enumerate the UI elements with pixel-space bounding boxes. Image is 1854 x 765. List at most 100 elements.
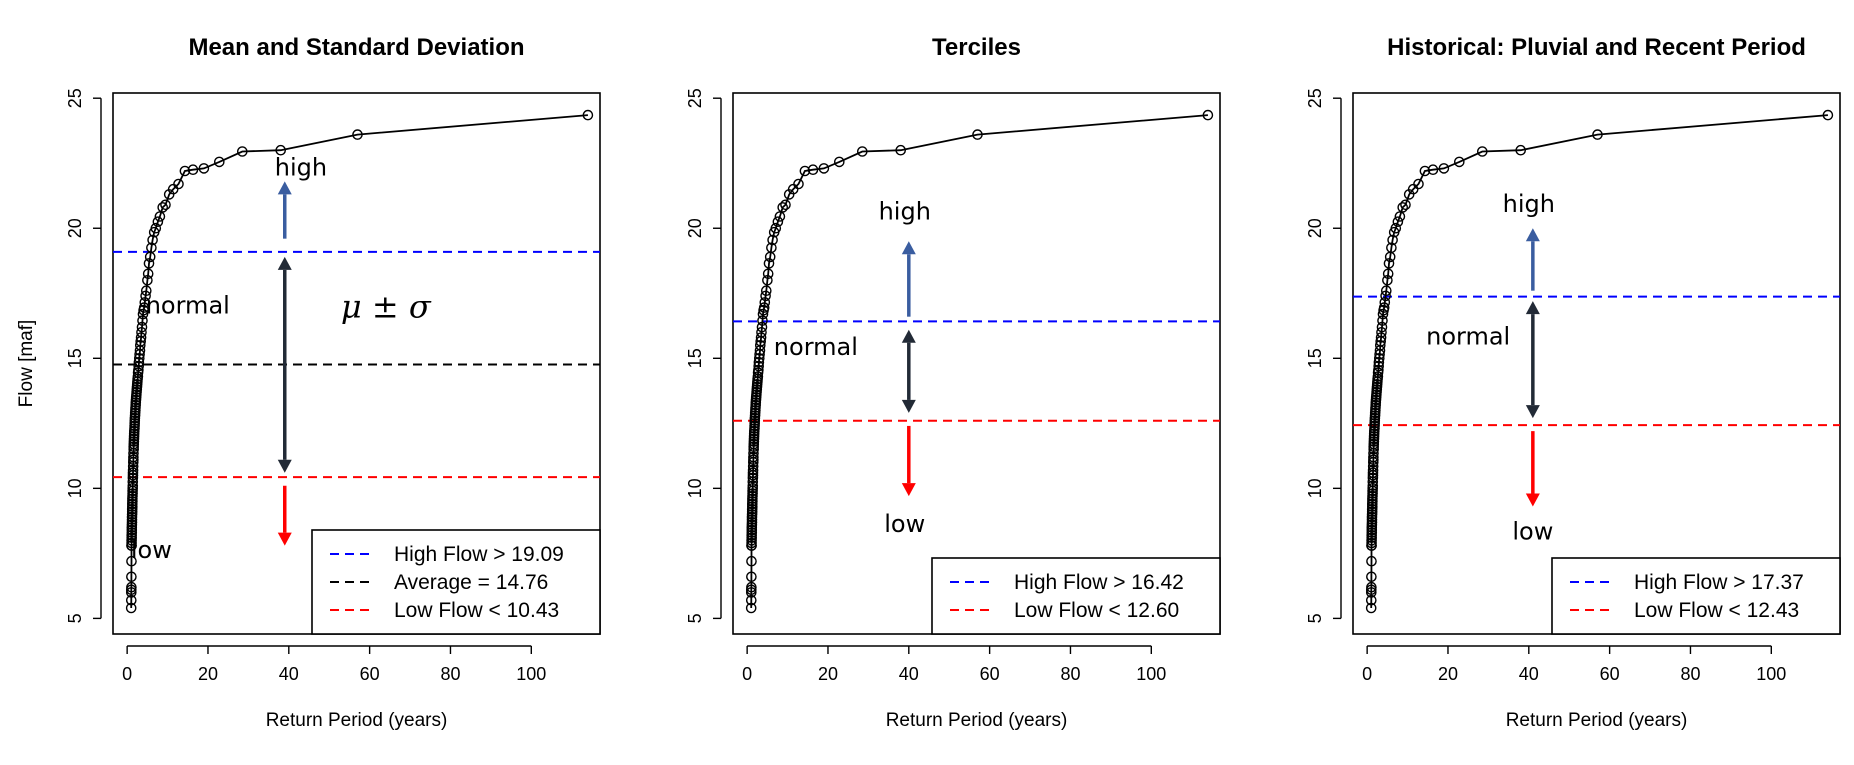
y-tick-label: 5 [1305,613,1325,623]
annotation-low: low [884,510,925,538]
flow-point [758,304,769,316]
legend-label-0: High Flow > 16.42 [1014,571,1184,594]
flow-point [747,472,759,484]
flow-point [128,443,139,455]
flow-point [1376,321,1388,333]
y-tick-label: 20 [1305,218,1325,238]
x-tick-label: 0 [742,664,752,684]
flow-series-line [750,114,1208,609]
flow-point [754,349,765,360]
x-tick-label: 20 [198,664,218,684]
chart-panel-1: Mean and Standard Deviation 0 20 40 60 80 100 R… [16,34,601,731]
flow-point [1367,472,1379,484]
flow-point [1403,189,1415,200]
flow-point [753,356,765,368]
y-tick-label: 25 [65,88,85,108]
arrow-head [1525,228,1540,242]
x-axis-label: Return Period (years) [266,710,448,731]
flow-point [126,587,137,598]
flow-point [757,315,768,326]
flow-point [1380,290,1391,302]
flow-point [1379,297,1391,308]
legend: High Flow > 19.09 Average = 14.76 Low Flow… [311,529,601,635]
flow-point [777,202,789,213]
flow-point [1366,555,1377,567]
flow-point [761,285,772,297]
flow-point [133,360,144,372]
flow-point [1378,304,1389,316]
flow-point [133,356,145,368]
flow-point [1374,345,1386,356]
y-tick-label: 5 [65,613,85,623]
flow-point [1374,349,1385,360]
y-tick-label: 25 [685,88,705,108]
flow-point [136,321,148,333]
y-tick-label: 15 [65,348,85,368]
arrow-head [1525,493,1540,507]
arrow-head [277,181,292,195]
formula-label: μ ± σ [341,287,432,325]
arrow-head [277,532,292,546]
legend: High Flow > 16.42 Low Flow < 12.60 [931,557,1221,635]
flow-point [152,216,164,227]
flow-point [126,555,137,567]
flow-point [780,199,791,211]
flow-point [140,290,151,302]
flow-point [1419,165,1431,177]
flow-point [1383,258,1395,269]
flow-point [147,234,158,246]
flow-point [140,285,152,297]
annotation-high: high [879,198,931,226]
flow-point [774,211,786,222]
legend-box [1551,557,1841,635]
chart-panel-2: Terciles 0 20 40 60 80 100 Return Period (years… [685,34,1221,731]
arrow-head [1525,301,1540,315]
annotation-high: high [275,153,327,181]
flow-point [1400,199,1411,211]
flow-point [138,304,149,316]
flow-point [1392,216,1404,227]
y-tick-label: 10 [65,478,85,498]
flow-point [1394,211,1406,222]
arrow-head [901,399,916,413]
flow-point [1375,332,1387,343]
flow-point [767,234,778,246]
flow-point [807,164,819,175]
flow-point [746,587,757,598]
x-tick-label: 80 [1060,664,1080,684]
flow-point [144,251,156,263]
flow-point [759,297,771,308]
flow-point [163,189,175,200]
flow-point [1366,540,1377,551]
y-tick-label: 20 [685,218,705,238]
flow-point [125,602,137,614]
flow-point [972,129,983,140]
x-tick-label: 40 [279,664,299,684]
flow-point [127,456,139,468]
x-tick-label: 100 [1756,664,1786,684]
x-tick-label: 40 [1519,664,1539,684]
flow-point [137,315,148,326]
flow-point [753,360,765,372]
annotation-low: low [1512,518,1553,546]
flow-point [275,144,287,156]
flow-point [746,540,757,551]
flow-point [127,472,139,484]
x-tick-label: 100 [1136,664,1166,684]
arrow-head [901,241,916,255]
flow-point [762,274,773,286]
y-tick-label: 25 [1305,88,1325,108]
flow-point [1592,129,1603,140]
flow-point [768,226,780,238]
legend-label-0: High Flow > 17.37 [1634,571,1804,594]
chart-panel-3: Historical: Pluvial and Recent Period 0 20… [1305,34,1841,731]
flow-point [126,594,137,606]
y-tick-label: 20 [65,218,85,238]
flow-point [142,268,154,280]
x-tick-label: 40 [899,664,919,684]
flow-point [772,216,784,227]
flow-point [1366,587,1377,598]
annotation-normal: normal [146,291,230,319]
x-tick-label: 60 [360,664,380,684]
legend-label-1: Low Flow < 12.60 [1014,599,1179,622]
